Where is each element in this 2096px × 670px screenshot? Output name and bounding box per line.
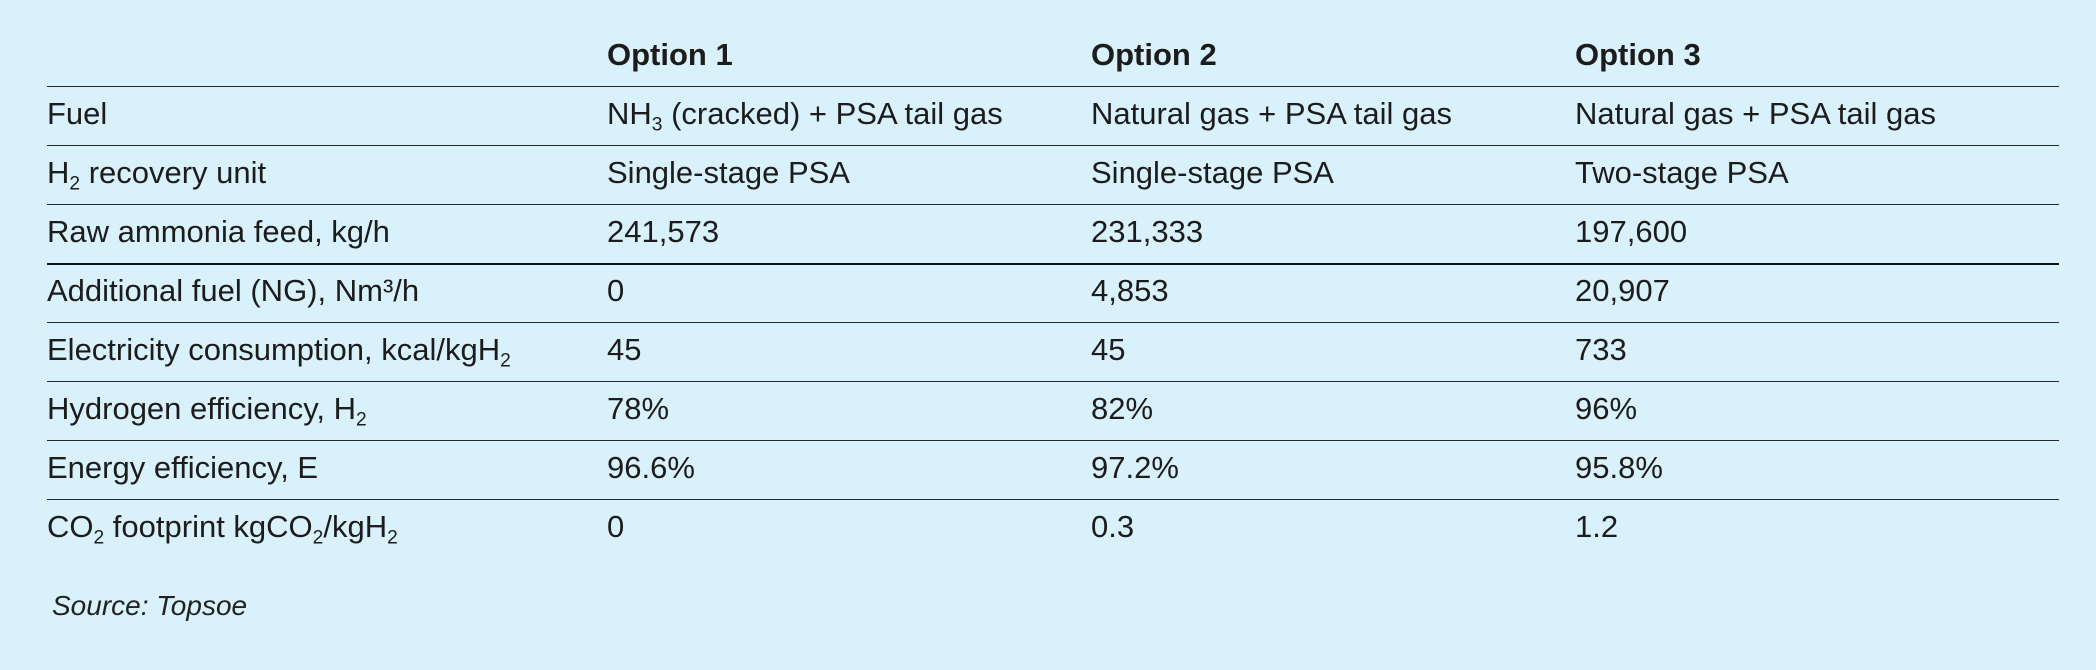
value-cell-option-3: Two-stage PSA: [1575, 145, 2059, 205]
row-label-cell: Electricity consumption, kcal/kgH2: [47, 322, 607, 382]
value-cell-option-2: 231,333: [1091, 204, 1575, 265]
value-cell-option-1: 0: [607, 500, 1091, 559]
comparison-table-container: Option 1 Option 2 Option 3 Fuel NH3 (crac…: [47, 24, 2059, 559]
text-run: Two-stage PSA: [1575, 155, 1789, 190]
text-run: Fuel: [47, 96, 108, 131]
subscript: 3: [651, 114, 663, 136]
text-run: 231,333: [1091, 213, 1204, 249]
text-run: 20,907: [1575, 273, 1670, 309]
table-header-row: Option 1 Option 2 Option 3: [47, 24, 2059, 87]
value-cell-option-1: 45: [607, 322, 1091, 382]
value-cell-option-1: 241,573: [607, 204, 1091, 265]
table-row: Energy efficiency, E 96.6% 97.2% 95.8%: [47, 440, 2059, 500]
text-run: 0: [607, 509, 625, 545]
value-cell-option-3: 197,600: [1575, 204, 2059, 265]
value-cell-option-3: 733: [1575, 322, 2059, 382]
text-run: 45: [1091, 332, 1126, 367]
text-run: NH: [607, 96, 652, 131]
value-cell-option-1: 0: [607, 263, 1091, 323]
value-cell-option-2: Natural gas + PSA tail gas: [1091, 86, 1575, 146]
value-cell-option-2: 97.2%: [1091, 440, 1575, 500]
text-run: 1.2: [1575, 509, 1619, 545]
text-run: 4,853: [1091, 273, 1169, 309]
row-label-cell: H2 recovery unit: [47, 145, 607, 205]
table-body: Fuel NH3 (cracked) + PSA tail gas Natural …: [47, 86, 2059, 559]
text-run: Natural gas + PSA tail gas: [1091, 96, 1453, 131]
row-label-cell: Energy efficiency, E: [47, 440, 607, 500]
text-run: Single-stage PSA: [607, 155, 850, 190]
text-run: H: [47, 155, 70, 190]
value-cell-option-3: 1.2: [1575, 500, 2059, 559]
value-cell-option-2: 45: [1091, 322, 1575, 382]
header-option-2: Option 2: [1091, 24, 1575, 87]
text-run: recovery unit: [80, 155, 267, 190]
text-run: footprint kgCO: [104, 509, 313, 545]
table-row: Raw ammonia feed, kg/h 241,573 231,333 197,…: [47, 204, 2059, 265]
value-cell-option-1: Single-stage PSA: [607, 145, 1091, 205]
value-cell-option-2: 4,853: [1091, 263, 1575, 323]
subscript: 2: [356, 409, 367, 431]
text-run: 82%: [1091, 391, 1154, 426]
table-row: Additional fuel (NG), Nm³/h 0 4,853 20,907: [47, 263, 2059, 323]
subscript: 2: [93, 527, 105, 549]
subscript: 2: [312, 527, 324, 549]
text-run: /kgH: [323, 509, 388, 545]
text-run: 97.2%: [1091, 450, 1179, 485]
text-run: Hydrogen efficiency, H: [47, 391, 357, 426]
table-row: Hydrogen efficiency, H2 78% 82% 96%: [47, 381, 2059, 441]
comparison-table: Option 1 Option 2 Option 3 Fuel NH3 (crac…: [47, 24, 2059, 559]
row-label-cell: Fuel: [47, 86, 607, 146]
text-run: 733: [1575, 332, 1627, 367]
table-row: Fuel NH3 (cracked) + PSA tail gas Natural …: [47, 86, 2059, 146]
value-cell-option-3: 95.8%: [1575, 440, 2059, 500]
value-cell-option-1: 96.6%: [607, 440, 1091, 500]
text-run: CO: [47, 509, 94, 545]
text-run: Energy efficiency, E: [47, 450, 319, 485]
text-run: 96%: [1575, 391, 1638, 426]
subscript: 2: [500, 350, 511, 372]
row-label-cell: Hydrogen efficiency, H2: [47, 381, 607, 441]
text-run: 95.8%: [1575, 450, 1663, 485]
value-cell-option-2: 0.3: [1091, 500, 1575, 559]
table-row: H2 recovery unit Single-stage PSA Single-s…: [47, 145, 2059, 205]
text-run: Raw ammonia feed, kg/h: [47, 213, 390, 249]
source-note: Source: Topsoe: [52, 590, 248, 621]
text-run: 197,600: [1575, 213, 1688, 249]
text-run: Electricity consumption, kcal/kgH: [47, 332, 501, 367]
text-run: 241,573: [607, 213, 720, 249]
text-run: (cracked) + PSA tail gas: [662, 96, 1003, 131]
value-cell-option-1: 78%: [607, 381, 1091, 441]
text-run: Single-stage PSA: [1091, 155, 1334, 190]
row-label-cell: Additional fuel (NG), Nm³/h: [47, 263, 607, 323]
row-label-cell: CO2 footprint kgCO2/kgH2: [47, 500, 607, 559]
header-option-1: Option 1: [607, 24, 1091, 87]
value-cell-option-3: 96%: [1575, 381, 2059, 441]
row-label-cell: Raw ammonia feed, kg/h: [47, 204, 607, 265]
subscript: 2: [387, 527, 398, 549]
table-row: Electricity consumption, kcal/kgH2 45 45 73…: [47, 322, 2059, 382]
table-row: CO2 footprint kgCO2/kgH2 0 0.3 1.2: [47, 500, 2059, 559]
text-run: 0: [607, 273, 625, 309]
text-run: 78%: [607, 391, 670, 426]
text-run: Additional fuel (NG), Nm³/h: [47, 273, 420, 309]
text-run: 45: [607, 332, 642, 367]
header-label-cell: [47, 24, 607, 87]
value-cell-option-3: Natural gas + PSA tail gas: [1575, 86, 2059, 146]
text-run: 96.6%: [607, 450, 695, 485]
value-cell-option-1: NH3 (cracked) + PSA tail gas: [607, 86, 1091, 146]
value-cell-option-2: 82%: [1091, 381, 1575, 441]
subscript: 2: [69, 173, 81, 195]
text-run: Natural gas + PSA tail gas: [1575, 96, 1937, 131]
header-option-3: Option 3: [1575, 24, 2059, 87]
value-cell-option-3: 20,907: [1575, 263, 2059, 323]
text-run: 0.3: [1091, 509, 1135, 545]
value-cell-option-2: Single-stage PSA: [1091, 145, 1575, 205]
